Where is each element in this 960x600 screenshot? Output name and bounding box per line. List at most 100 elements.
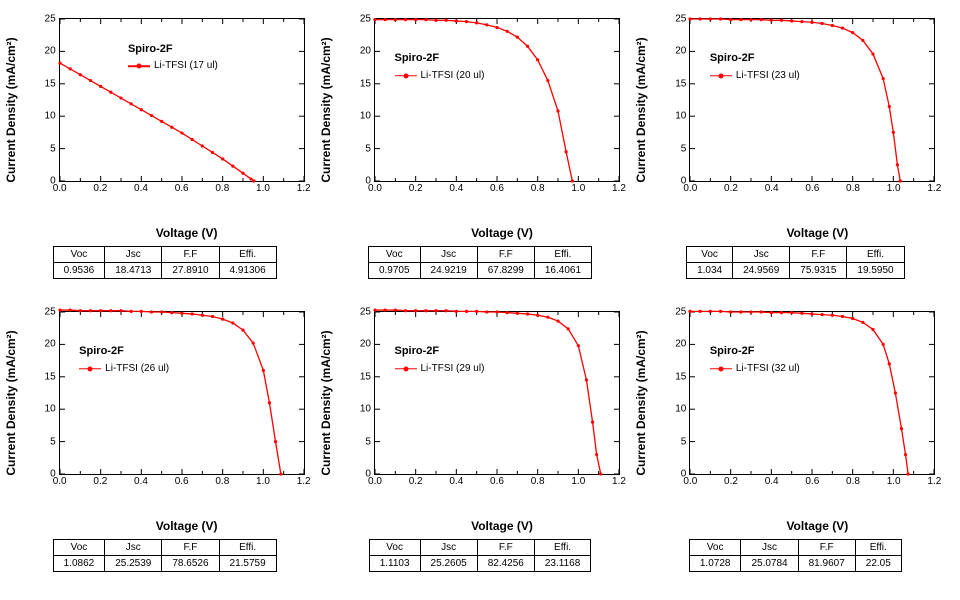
legend-swatch (710, 71, 732, 81)
ytick-label: 25 (360, 307, 371, 318)
y-axis-label: Current Density (mA/cm²) (319, 37, 333, 182)
legend-title: Spiro-2F (128, 42, 218, 57)
legend-title: Spiro-2F (79, 344, 169, 359)
ytick-label: 20 (360, 339, 371, 350)
xtick-label: 1.0 (887, 183, 901, 194)
ytick-label: 10 (360, 111, 371, 122)
table-cell: 27.8910 (162, 263, 219, 279)
legend: Spiro-2F Li-TFSI (20 ul) (395, 51, 485, 82)
table-cell: 1.034 (687, 263, 733, 279)
table-header: Effi. (847, 247, 904, 263)
xtick-label: 0.6 (490, 183, 504, 194)
legend-entry-label: Li-TFSI (20 ul) (421, 69, 485, 83)
xtick-label: 0.2 (409, 476, 423, 487)
ytick-label: 20 (675, 46, 686, 57)
table-cell: 0.9705 (368, 263, 420, 279)
ytick-label: 10 (675, 111, 686, 122)
legend-entry-label: Li-TFSI (23 ul) (736, 69, 800, 83)
xtick-label: 1.2 (927, 183, 941, 194)
ytick-label: 25 (45, 307, 56, 318)
xtick-label: 1.2 (927, 476, 941, 487)
xtick-label: 0.4 (449, 476, 463, 487)
xtick-label: 0.0 (53, 476, 67, 487)
legend-title: Spiro-2F (395, 344, 485, 359)
table-header: F.F (798, 540, 855, 556)
table-cell: 25.2539 (105, 556, 162, 572)
ytick-label: 5 (681, 143, 687, 154)
legend: Spiro-2F Li-TFSI (32 ul) (710, 344, 800, 375)
ytick-label: 5 (365, 436, 371, 447)
table-header: Effi. (219, 540, 276, 556)
xtick-label: 0.4 (134, 476, 148, 487)
xtick-label: 0.6 (490, 476, 504, 487)
ytick-label: 25 (675, 14, 686, 25)
panel-5: Current Density (mA/cm²)05101520250.00.2… (641, 303, 950, 572)
ytick-label: 15 (45, 78, 56, 89)
xtick-label: 0.8 (215, 476, 229, 487)
params-table: VocJscF.FEffi.1.03424.956975.931519.5950 (686, 246, 905, 279)
x-axis-label: Voltage (V) (330, 519, 630, 533)
xtick-label: 0.8 (531, 183, 545, 194)
legend-entry-label: Li-TFSI (32 ul) (736, 362, 800, 376)
xtick-label: 0.2 (724, 183, 738, 194)
xtick-label: 0.6 (175, 476, 189, 487)
table-cell: 0.9536 (53, 263, 105, 279)
table-header: Voc (368, 247, 420, 263)
table-header: F.F (162, 247, 219, 263)
xtick-label: 0.4 (449, 183, 463, 194)
table-header: Voc (53, 540, 105, 556)
xtick-label: 0.2 (409, 183, 423, 194)
ytick-label: 25 (675, 307, 686, 318)
xtick-label: 0.0 (368, 183, 382, 194)
ytick-label: 15 (675, 78, 686, 89)
table-cell: 22.05 (855, 556, 901, 572)
legend-title: Spiro-2F (710, 51, 800, 66)
chart-grid: Current Density (mA/cm²) 05101520250.00.2… (10, 10, 950, 572)
table-cell: 82.4256 (477, 556, 534, 572)
table-header: Jsc (420, 540, 477, 556)
xtick-label: 1.0 (571, 476, 585, 487)
params-table: VocJscF.FEffi.0.953618.471327.89104.9130… (53, 246, 277, 279)
plot-area: 05101520250.00.20.40.60.81.01.2Spiro-2FL… (374, 18, 620, 182)
ytick-label: 5 (365, 143, 371, 154)
plot-area: 05101520250.00.20.40.60.81.01.2Spiro-2FL… (59, 311, 305, 475)
table-header: F.F (477, 540, 534, 556)
plot-area: 05101520250.00.20.40.60.81.01.2Spiro-2FL… (374, 311, 620, 475)
legend-swatch (128, 61, 150, 71)
xtick-label: 0.6 (805, 183, 819, 194)
legend-entry-label: Li-TFSI (26 ul) (105, 362, 169, 376)
table-cell: 18.4713 (105, 263, 162, 279)
table-cell: 78.6526 (162, 556, 219, 572)
legend-entry-label: Li-TFSI (29 ul) (421, 362, 485, 376)
legend: Spiro-2F Li-TFSI (29 ul) (395, 344, 485, 375)
xtick-label: 0.2 (93, 183, 107, 194)
plot-area: 05101520250.00.20.40.60.81.01.2Spiro-2FL… (689, 311, 935, 475)
xtick-label: 0.8 (846, 183, 860, 194)
legend-title: Spiro-2F (710, 344, 800, 359)
params-table: VocJscF.FEffi.0.970524.921967.829916.406… (368, 246, 592, 279)
legend-swatch (79, 364, 101, 374)
table-header: F.F (790, 247, 847, 263)
table-header: Voc (689, 540, 741, 556)
table-header: Jsc (733, 247, 790, 263)
legend-swatch (710, 364, 732, 374)
table-cell: 23.1168 (534, 556, 590, 572)
legend-swatch (395, 364, 417, 374)
xtick-label: 0.8 (215, 183, 229, 194)
table-cell: 81.9607 (798, 556, 855, 572)
xtick-label: 0.0 (683, 476, 697, 487)
table-header: Effi. (219, 247, 276, 263)
x-axis-label: Voltage (V) (15, 226, 315, 240)
y-axis-label: Current Density (mA/cm²) (4, 37, 18, 182)
legend-title: Spiro-2F (395, 51, 485, 66)
ytick-label: 25 (360, 14, 371, 25)
ytick-label: 5 (50, 436, 56, 447)
table-header: Jsc (105, 247, 162, 263)
table-header: Jsc (420, 247, 477, 263)
xtick-label: 1.0 (887, 476, 901, 487)
ytick-label: 15 (675, 371, 686, 382)
ytick-label: 5 (50, 143, 56, 154)
ytick-label: 10 (360, 404, 371, 415)
table-cell: 1.0728 (689, 556, 741, 572)
xtick-label: 0.0 (53, 183, 67, 194)
